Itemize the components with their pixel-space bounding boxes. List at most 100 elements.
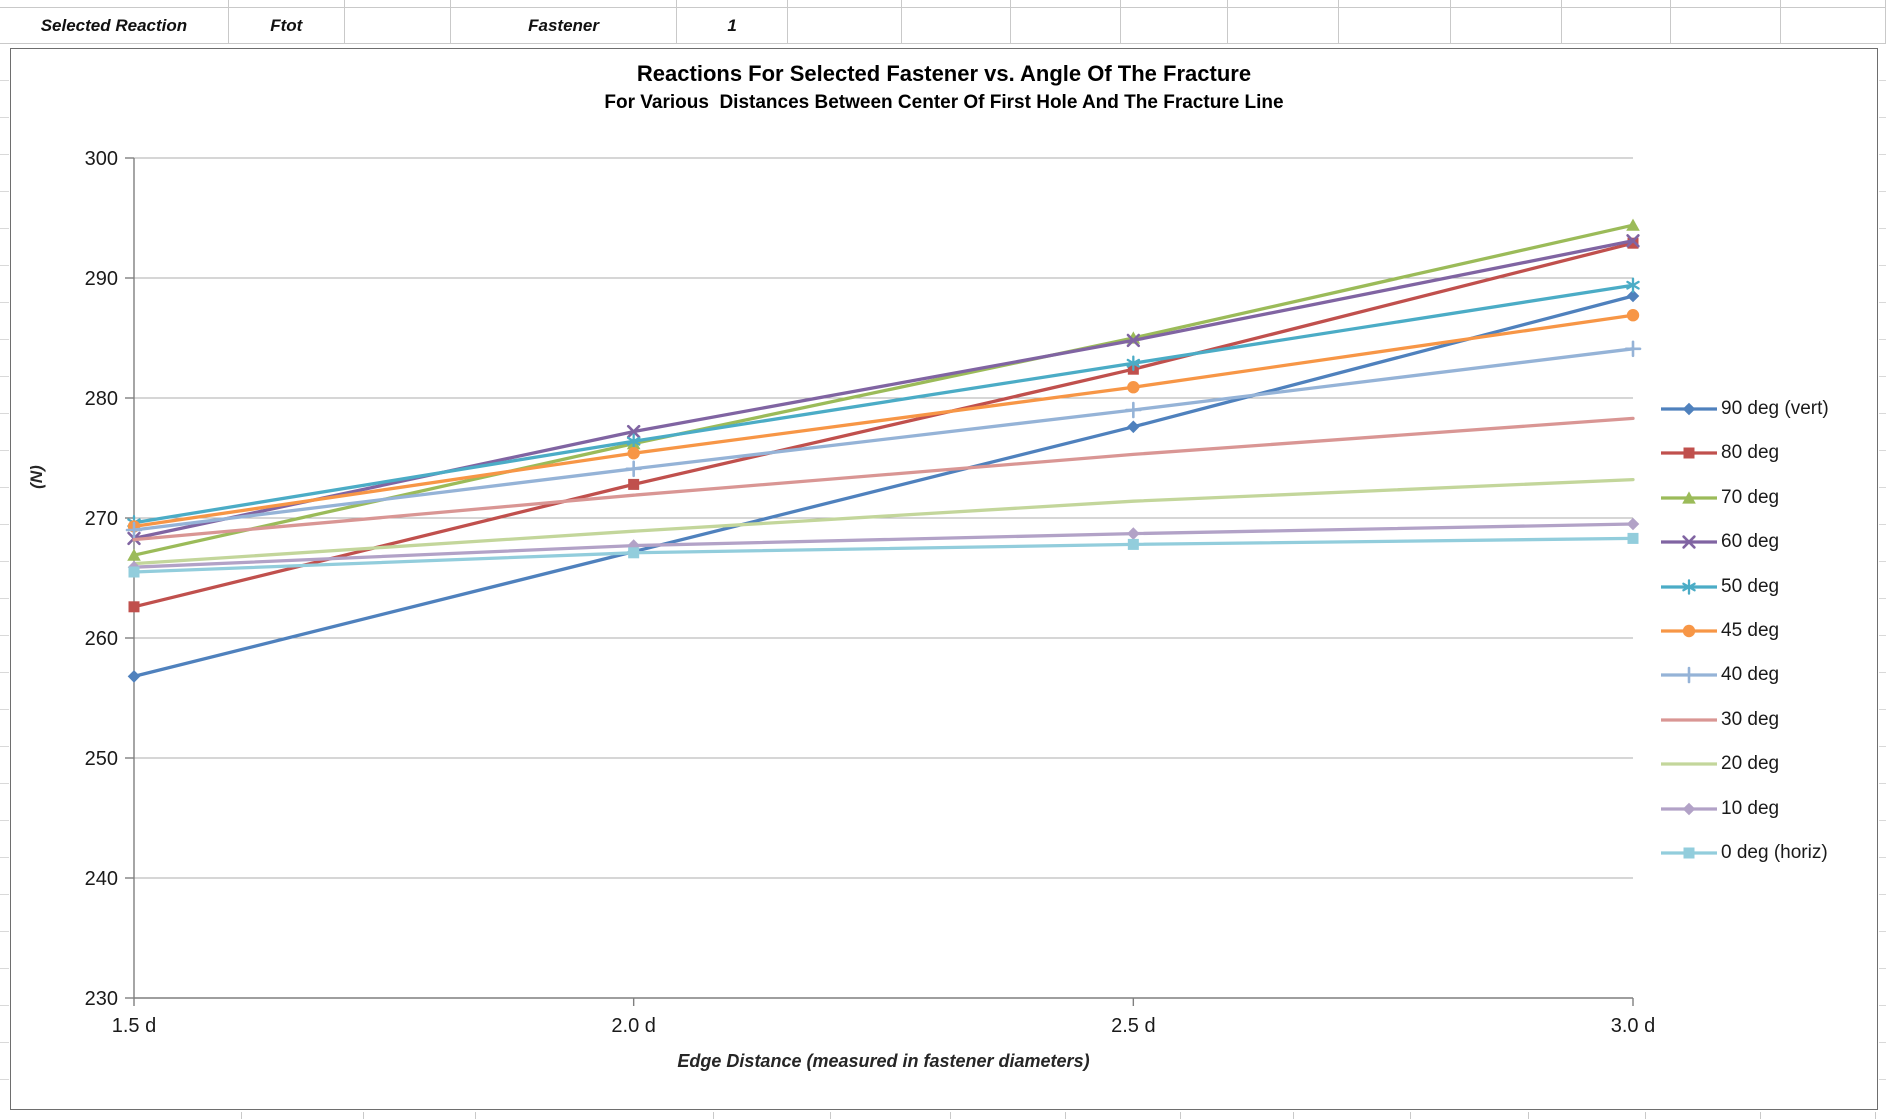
chart-title: Reactions For Selected Fastener vs. Angl… [636, 61, 1252, 86]
legend-item-30-deg[interactable]: 30 deg [1661, 709, 1779, 731]
y-tick-label: 230 [85, 988, 118, 1010]
series-20-deg [132, 477, 1635, 566]
sheet-cell-r1-c11[interactable] [1451, 8, 1563, 43]
series-60-deg [127, 234, 1640, 546]
legend-item-90-deg-vert[interactable]: 90 deg (vert) [1661, 398, 1829, 420]
legend-label: 20 deg [1721, 753, 1780, 775]
sheet-header-row: Selected Reaction Ftot Fastener 1 [0, 8, 1886, 44]
sheet-cell-r1-c14[interactable] [1781, 8, 1886, 43]
gridline-stub [1065, 1112, 1066, 1119]
gridline-stub [1645, 1112, 1646, 1119]
sheet-cell-r1-c3[interactable]: Fastener [451, 8, 678, 43]
legend-label: 70 deg [1721, 486, 1780, 508]
y-tick-label: 260 [85, 628, 118, 650]
plot-area: 230 240 250 260 270 280 290 300 1.5 d 2.0 d 2.5 d 3… [85, 148, 1656, 1037]
sheet-cell-r1-c7[interactable] [1011, 8, 1121, 43]
y-tick-label: 300 [85, 148, 118, 170]
sheet-cell-r1-c13[interactable] [1671, 8, 1781, 43]
sheet-cell-r0-c1[interactable] [229, 0, 345, 7]
legend-label: 10 deg [1721, 797, 1780, 819]
sheet-cell-r0-c12[interactable] [1562, 0, 1672, 7]
legend-label: 60 deg [1721, 531, 1780, 553]
series-40-deg [125, 340, 1642, 539]
gridline-stub [1528, 1112, 1529, 1119]
sheet-cell-r0-c9[interactable] [1228, 0, 1339, 7]
sheet-cell-r0-c0[interactable] [0, 0, 229, 7]
sheet-cell-r0-c3[interactable] [451, 0, 678, 7]
legend-item-20-deg[interactable]: 20 deg [1661, 753, 1779, 775]
sheet-cell-r0-c13[interactable] [1671, 0, 1781, 7]
legend-item-10-deg[interactable]: 10 deg [1661, 798, 1779, 820]
sheet-cell-r0-c5[interactable] [788, 0, 903, 7]
gridline-stub [363, 1112, 364, 1119]
sheet-cell-r0-c8[interactable] [1121, 0, 1228, 7]
sheet-cell-r0-c6[interactable] [902, 0, 1012, 7]
series-0-deg-horiz [128, 532, 1639, 578]
series-50-deg [127, 277, 1640, 531]
x-tick-label: 2.0 d [611, 1015, 655, 1037]
legend-label: 50 deg [1721, 575, 1780, 597]
legend-label: 80 deg [1721, 442, 1780, 464]
series-70-deg [127, 218, 1640, 561]
sheet-cell-r0-c14[interactable] [1781, 0, 1886, 7]
gridline-stub [950, 1112, 951, 1119]
sheet-cell-r0-c2[interactable] [345, 0, 452, 7]
legend-marker [1661, 535, 1717, 549]
series-30-deg [132, 416, 1635, 542]
x-axis-title: Edge Distance (measured in fastener diam… [677, 1051, 1090, 1071]
gridline-stub [1410, 1112, 1411, 1119]
legend-item-0-deg-horiz[interactable]: 0 deg (horiz) [1661, 842, 1828, 864]
legend-label: 90 deg (vert) [1721, 398, 1829, 419]
gridline-stub [241, 1112, 242, 1119]
sheet-cell-r1-c8[interactable] [1121, 8, 1228, 43]
legend-marker [1661, 718, 1717, 722]
y-tick-label: 240 [85, 868, 118, 890]
legend-marker [1661, 402, 1717, 416]
legend-label: 0 deg (horiz) [1721, 842, 1828, 863]
legend-marker [1661, 762, 1717, 766]
legend-item-70-deg[interactable]: 70 deg [1661, 487, 1779, 509]
x-tick-label: 2.5 d [1111, 1015, 1155, 1037]
sheet-cell-r1-c5[interactable] [788, 8, 903, 43]
legend-marker [1661, 802, 1717, 815]
sheet-cell-r1-c2[interactable] [345, 8, 452, 43]
y-tick-label: 250 [85, 748, 118, 770]
gridline-stub [1760, 1112, 1761, 1119]
sheet-cell-r0-c7[interactable] [1011, 0, 1121, 7]
legend-item-80-deg[interactable]: 80 deg [1661, 442, 1779, 464]
legend-label: 45 deg [1721, 620, 1780, 641]
legend-marker [1661, 667, 1717, 684]
sheet-cell-r1-c0[interactable]: Selected Reaction [0, 8, 229, 43]
legend-label: 30 deg [1721, 708, 1780, 730]
sheet-cell-r1-c4[interactable]: 1 [677, 8, 789, 43]
chart-canvas[interactable]: 230 240 250 260 270 280 290 300 1.5 d 2.0 d 2.5 d 3… [10, 48, 1878, 1110]
sheet-cell-r1-c10[interactable] [1339, 8, 1452, 43]
sheet-partial-row [0, 0, 1886, 8]
y-tick-label: 290 [85, 268, 118, 290]
sheet-cell-r1-c6[interactable] [902, 8, 1012, 43]
sheet-cell-r0-c11[interactable] [1451, 0, 1563, 7]
y-tick-label: 280 [85, 388, 118, 410]
gridline-stub [1180, 1112, 1181, 1119]
spreadsheet-background: Selected Reaction Ftot Fastener 1 [0, 0, 1886, 44]
legend-label: 40 deg [1721, 664, 1780, 686]
legend-marker [1661, 491, 1717, 504]
y-axis-title: (N) [27, 465, 46, 489]
legend-item-60-deg[interactable]: 60 deg [1661, 531, 1779, 553]
sheet-left-gridline-strip [0, 44, 9, 1119]
legend-item-45-deg[interactable]: 45 deg [1661, 620, 1779, 642]
legend-marker [1661, 578, 1717, 595]
legend-item-40-deg[interactable]: 40 deg [1661, 664, 1779, 686]
sheet-cell-r1-c12[interactable] [1562, 8, 1672, 43]
gridline-stub [1293, 1112, 1294, 1119]
gridline-stub [475, 1112, 476, 1119]
sheet-bottom-gridline-strip [0, 1111, 1886, 1119]
legend-marker [1661, 847, 1717, 859]
sheet-cell-r1-c1[interactable]: Ftot [229, 8, 345, 43]
sheet-cell-r0-c4[interactable] [677, 0, 789, 7]
legend-item-50-deg[interactable]: 50 deg [1661, 576, 1779, 598]
sheet-cell-r0-c10[interactable] [1339, 0, 1452, 7]
gridline-stub [1875, 1112, 1876, 1119]
sheet-cell-r1-c9[interactable] [1228, 8, 1339, 43]
gridline-stub [830, 1112, 831, 1119]
